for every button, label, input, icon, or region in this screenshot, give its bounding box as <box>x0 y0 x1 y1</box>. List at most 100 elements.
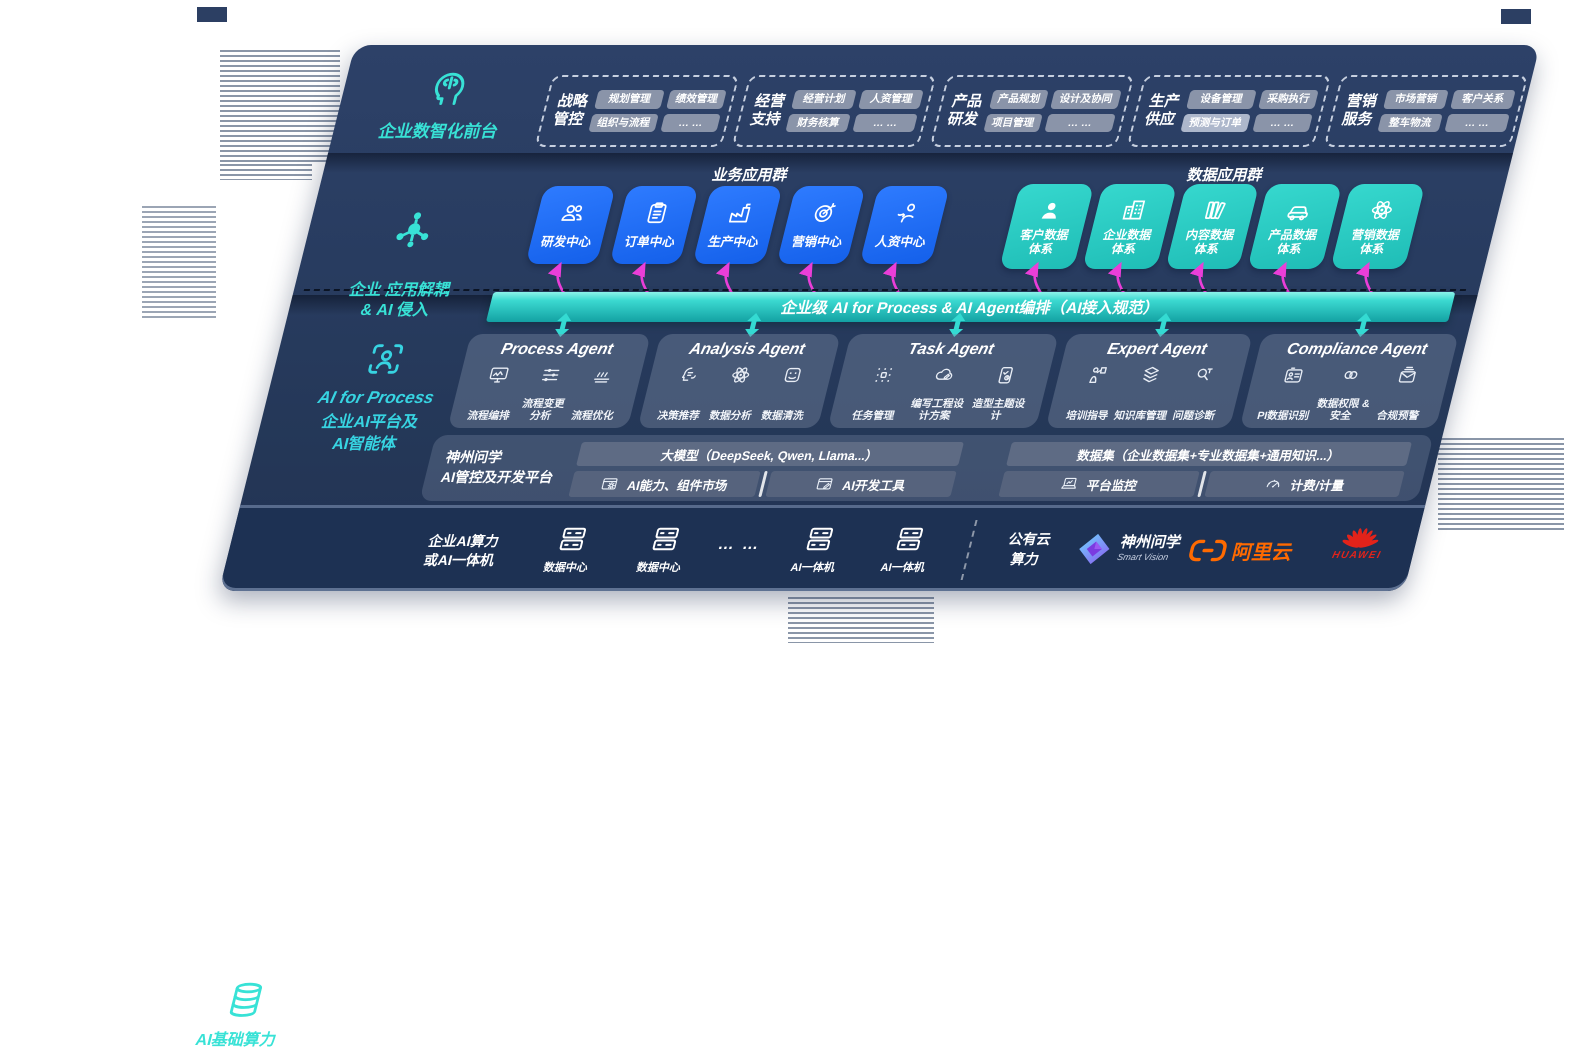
ai-appliance-node: AI一体机 <box>775 524 860 576</box>
agent-item-label: 流程变更分析 <box>521 397 567 422</box>
chip: 财务核算 <box>785 113 852 132</box>
cell-label: 平台监控 <box>1085 478 1139 493</box>
window-pen-icon <box>816 478 834 490</box>
huawei-petals-icon <box>1342 528 1379 548</box>
server-icon <box>896 527 924 551</box>
dashed-divider <box>303 289 1467 291</box>
chip: 人资管理 <box>858 90 925 109</box>
vendor-subtitle: Smart Vision <box>1116 552 1170 563</box>
agent-item-label: 编写工程设计方案 <box>909 397 966 422</box>
ai-appliance-node: AI一体机 <box>865 524 950 576</box>
agent-title: Task Agent <box>906 341 996 358</box>
chip: 项目管理 <box>982 113 1044 132</box>
chip: 客户关系 <box>1450 90 1516 109</box>
ai-compute-label-text: AI基础算力 <box>193 1032 278 1049</box>
data-group-title: 数据应用群 <box>1185 167 1265 184</box>
group-chips: 市场营销 客户关系 整车物流 … … <box>1377 90 1516 132</box>
ai-capability-cell: AI能力、组件市场 <box>568 471 761 497</box>
monitor-wave-icon <box>488 367 509 383</box>
agent-item-label: 数据清洗 <box>760 409 806 422</box>
cell-label: 计费/计量 <box>1288 478 1346 493</box>
group-name: 战略 管控 <box>551 93 591 128</box>
server-icon <box>652 527 680 551</box>
laptop-chart-icon <box>1060 477 1079 489</box>
server-icon <box>559 527 587 551</box>
card-label: 人资中心 <box>873 235 928 249</box>
group-production-supply: 生产 供应 设备管理 采购执行 预测与订单 … … <box>1126 75 1332 147</box>
chip: 经营计划 <box>791 90 858 109</box>
alert-mail-icon <box>1398 366 1418 383</box>
database-icon <box>228 982 263 1017</box>
front-office-label-text: 企业数智化前台 <box>376 122 501 141</box>
agent-item-label: PI数据识别 <box>1255 409 1311 422</box>
cloud-edit-icon <box>935 368 954 380</box>
card-product-data: 产品数据 体系 <box>1247 184 1343 269</box>
permission-icon <box>1343 370 1359 380</box>
tablet-design-icon <box>998 366 1014 384</box>
chip: 设备管理 <box>1185 90 1257 109</box>
agent-title: Analysis Agent <box>687 341 807 358</box>
group-product-rd: 产品 研发 产品规划 设计及协同 项目管理 … … <box>929 75 1135 147</box>
analysis-agent-box: Analysis Agent 决策推荐 数据分析 数据清洗 <box>637 334 841 428</box>
card-rd-center: 研发中心 <box>525 186 616 264</box>
deco-stripes-left-top <box>220 50 340 162</box>
ai-compute-label: AI基础算力 <box>162 980 321 1050</box>
card-marketing-center: 营销中心 <box>776 186 867 264</box>
ai-devtools-cell: AI开发工具 <box>764 471 957 497</box>
cell-label: AI能力、组件市场 <box>625 478 730 493</box>
molecule-icon <box>392 210 436 249</box>
group-chips: 设备管理 采购执行 预测与订单 … … <box>1180 90 1319 132</box>
card-customer-data: 客户数据 体系 <box>999 184 1095 269</box>
group-name: 营销 服务 <box>1340 93 1380 128</box>
agent-item-label: 问题诊断 <box>1171 409 1217 422</box>
card-label: 客户数据 体系 <box>1018 227 1071 256</box>
agent-item-label: 流程编排 <box>466 409 512 422</box>
deco-stripes-bottom <box>788 597 934 643</box>
agent-title: Compliance Agent <box>1285 341 1430 358</box>
hr-person-icon <box>895 203 917 223</box>
diagnose-icon <box>1196 368 1214 381</box>
dashed-vertical-divider <box>960 520 978 580</box>
chip: 绩效管理 <box>666 90 727 109</box>
user-icon <box>1040 201 1061 220</box>
card-label: 营销数据 体系 <box>1350 227 1402 256</box>
billing-metering-cell: 计费/计量 <box>1203 471 1405 497</box>
group-name: 生产 供应 <box>1143 93 1182 128</box>
process-agent-box: Process Agent 流程编排 流程变更分析 流程优化 <box>447 334 651 428</box>
ellipsis: … … <box>716 536 763 553</box>
agent-title: Process Agent <box>499 341 615 358</box>
library-icon <box>1205 201 1227 219</box>
group-strategy: 战略 管控 规划管理 绩效管理 组织与流程 … … <box>534 75 740 147</box>
card-label: 营销中心 <box>790 235 844 249</box>
atom-icon <box>1369 199 1395 221</box>
agent-item-label: 数据权限 & 安全 <box>1315 397 1372 422</box>
clipboard-icon <box>646 202 668 224</box>
chip: … … <box>660 113 721 132</box>
architecture-slide: 企业数智化前台 战略 管控 规划管理 绩效管理 组织与流程 … … 经营 支持 … <box>142 7 1564 1049</box>
agent-item-label: 决策推荐 <box>656 409 702 422</box>
smart-vision-logo: 神州问学 Smart Vision <box>1073 532 1183 566</box>
agent-item-label: 知识库管理 <box>1112 409 1169 422</box>
agent-item-label: 流程优化 <box>570 409 616 422</box>
platform-label: 神州问学 AI管控及开发平台 <box>439 449 556 486</box>
chip: 市场营销 <box>1383 90 1449 109</box>
platform-band: 神州问学 AI管控及开发平台 大模型（DeepSeek, Qwen, Llama… <box>419 435 1434 501</box>
chip: 采购执行 <box>1258 90 1319 109</box>
dataset-bar: 数据集（企业数据集+专业数据集+通用知识...） <box>1006 442 1413 466</box>
agent-item-label: 造型主题设计 <box>971 397 1027 422</box>
trainer-icon <box>1088 367 1107 384</box>
compute-band: AI基础算力 企业AI算力 或AI一体机 数据中心 数据中心 … … AI一体机… <box>194 505 1426 1049</box>
compliance-agent-box: Compliance Agent PI数据识别 数据权限 & 安全 合规预警 <box>1239 334 1459 428</box>
datacenter-node: 数据中心 <box>621 524 706 576</box>
deco-stripes-left-mid <box>142 206 216 318</box>
huawei-logo: HUAWEI <box>1316 520 1404 561</box>
card-marketing-data: 营销数据 体系 <box>1330 184 1426 269</box>
platform-cells-left: AI能力、组件市场 AI开发工具 <box>568 471 957 497</box>
alibaba-cloud-logo: 阿里云 <box>1185 536 1296 565</box>
card-content-data: 内容数据 体系 <box>1164 184 1260 269</box>
platform-cells-right: 平台监控 计费/计量 <box>998 471 1405 497</box>
card-label: 研发中心 <box>539 235 593 249</box>
datacenter-node: 数据中心 <box>528 524 613 576</box>
group-chips: 规划管理 绩效管理 组织与流程 … … <box>588 90 727 132</box>
agent-boxes: Process Agent 流程编排 流程变更分析 流程优化 <box>447 334 1459 428</box>
